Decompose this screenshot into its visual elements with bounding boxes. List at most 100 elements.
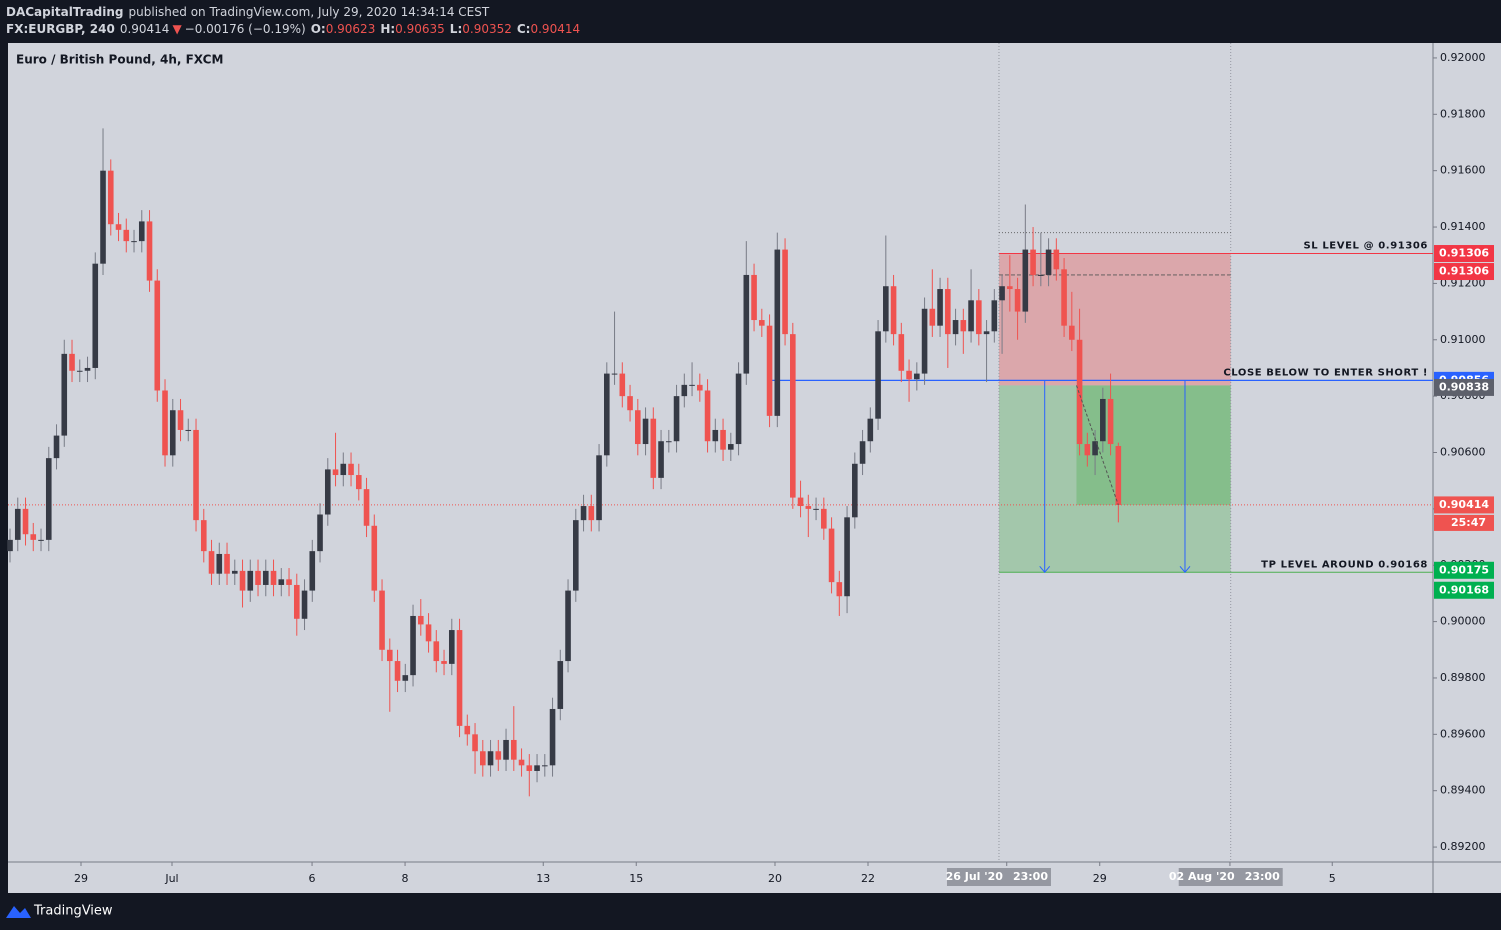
candle-body xyxy=(487,751,494,766)
candle-body xyxy=(100,170,106,264)
candle-body xyxy=(828,528,835,583)
candle-body xyxy=(712,429,719,442)
candle-body xyxy=(340,463,347,476)
candle-body xyxy=(193,429,199,521)
candle-body xyxy=(115,224,122,230)
y-tick-label: 0.91000 xyxy=(1440,333,1486,346)
candle-body xyxy=(914,373,920,380)
candle-body xyxy=(185,429,192,431)
candle-body xyxy=(836,582,843,597)
candle-body xyxy=(433,641,440,662)
x-tick-label: 8 xyxy=(402,872,409,885)
last: 0.90414 xyxy=(120,22,170,36)
candle-body xyxy=(867,418,874,442)
x-tick-label: 29 xyxy=(1093,872,1107,885)
countdown-tag xyxy=(1434,514,1494,531)
symbol: FX:EURGBP, 240 xyxy=(6,22,115,36)
y-tick-label: 0.90000 xyxy=(1440,615,1486,628)
candle-body xyxy=(890,286,897,335)
stop-tag xyxy=(1434,263,1494,281)
candle-body xyxy=(790,334,796,498)
candle-body xyxy=(759,320,765,326)
y-tick-label: 0.91400 xyxy=(1440,220,1486,233)
candle-body xyxy=(30,534,37,540)
arrow-head xyxy=(1179,565,1191,574)
candle-body xyxy=(937,289,943,326)
candle-body xyxy=(286,579,292,585)
y-tick-label: 0.89600 xyxy=(1440,727,1486,740)
candle-body xyxy=(224,553,230,574)
o-label: O: xyxy=(311,22,326,36)
stop-note: SL LEVEL @ 0.91306 xyxy=(1303,241,1428,252)
candle-body xyxy=(627,396,633,411)
chart-title: Euro / British Pound, 4h, FXCM xyxy=(16,53,223,67)
last-price-tag xyxy=(1434,496,1494,514)
candle-body xyxy=(743,274,750,374)
candle-body xyxy=(146,221,153,281)
candle-body xyxy=(1069,325,1075,340)
candle-body xyxy=(293,584,300,619)
candle-body xyxy=(658,441,664,478)
candle-body xyxy=(262,570,269,585)
y-tick-label: 0.92000 xyxy=(1440,51,1486,64)
candle-body xyxy=(386,649,393,662)
candle-body xyxy=(22,508,29,535)
candle-body xyxy=(355,475,362,490)
candle-body xyxy=(541,765,548,767)
candle-body xyxy=(883,286,889,332)
candle-body xyxy=(557,661,564,709)
candle-body xyxy=(844,517,850,597)
countdown: 25:47 xyxy=(1451,516,1486,529)
candle-body xyxy=(572,520,579,591)
y-tick-label: 0.91800 xyxy=(1440,107,1486,120)
c-label: C: xyxy=(517,22,531,36)
candle-body xyxy=(549,708,556,766)
candle-body xyxy=(448,630,455,664)
candle-body xyxy=(813,508,819,510)
candle-body xyxy=(991,300,998,332)
candle-body xyxy=(968,300,974,332)
candle-body xyxy=(247,570,254,591)
candle-body xyxy=(929,308,936,326)
target-tag-label: 0.90168 xyxy=(1439,583,1489,596)
candle-body xyxy=(565,590,571,662)
candle-body xyxy=(208,551,215,574)
candle-body xyxy=(479,751,486,766)
candle-body xyxy=(394,661,401,681)
target-tag-label: 0.90175 xyxy=(1439,563,1489,576)
candle-body xyxy=(177,410,184,430)
candle-body xyxy=(782,249,788,335)
candle-body xyxy=(123,229,130,242)
candle-body xyxy=(999,286,1005,301)
y-tick-label: 0.89800 xyxy=(1440,671,1486,684)
candle-body xyxy=(852,463,858,518)
candle-body xyxy=(898,334,905,371)
candle-body xyxy=(945,289,951,335)
time-tag-date: 02 Aug '20 xyxy=(1169,870,1235,883)
candle-body xyxy=(774,249,781,416)
candle-body xyxy=(317,514,323,552)
candle-body xyxy=(596,455,602,521)
candle-body xyxy=(906,370,912,380)
entry-tag xyxy=(1434,378,1494,396)
candle-body xyxy=(1061,269,1067,326)
x-tick-label: Jul xyxy=(164,872,178,885)
candle-body xyxy=(650,418,657,478)
candle-body xyxy=(681,384,688,397)
candle-body xyxy=(441,661,447,664)
candle-body xyxy=(239,570,246,591)
candle-body xyxy=(510,739,517,760)
candle-body xyxy=(402,675,409,681)
time-tag-time: 23:00 xyxy=(1013,870,1048,883)
candle-body xyxy=(255,570,261,585)
candle-body xyxy=(1022,249,1029,312)
candle-body xyxy=(735,373,742,445)
candle-body xyxy=(231,570,238,574)
trigger-note: CLOSE BELOW TO ENTER SHORT ! xyxy=(1223,367,1428,378)
projection xyxy=(1076,385,1119,506)
candle-body xyxy=(107,170,114,225)
target-tag xyxy=(1434,581,1494,599)
candle-body xyxy=(38,539,44,541)
